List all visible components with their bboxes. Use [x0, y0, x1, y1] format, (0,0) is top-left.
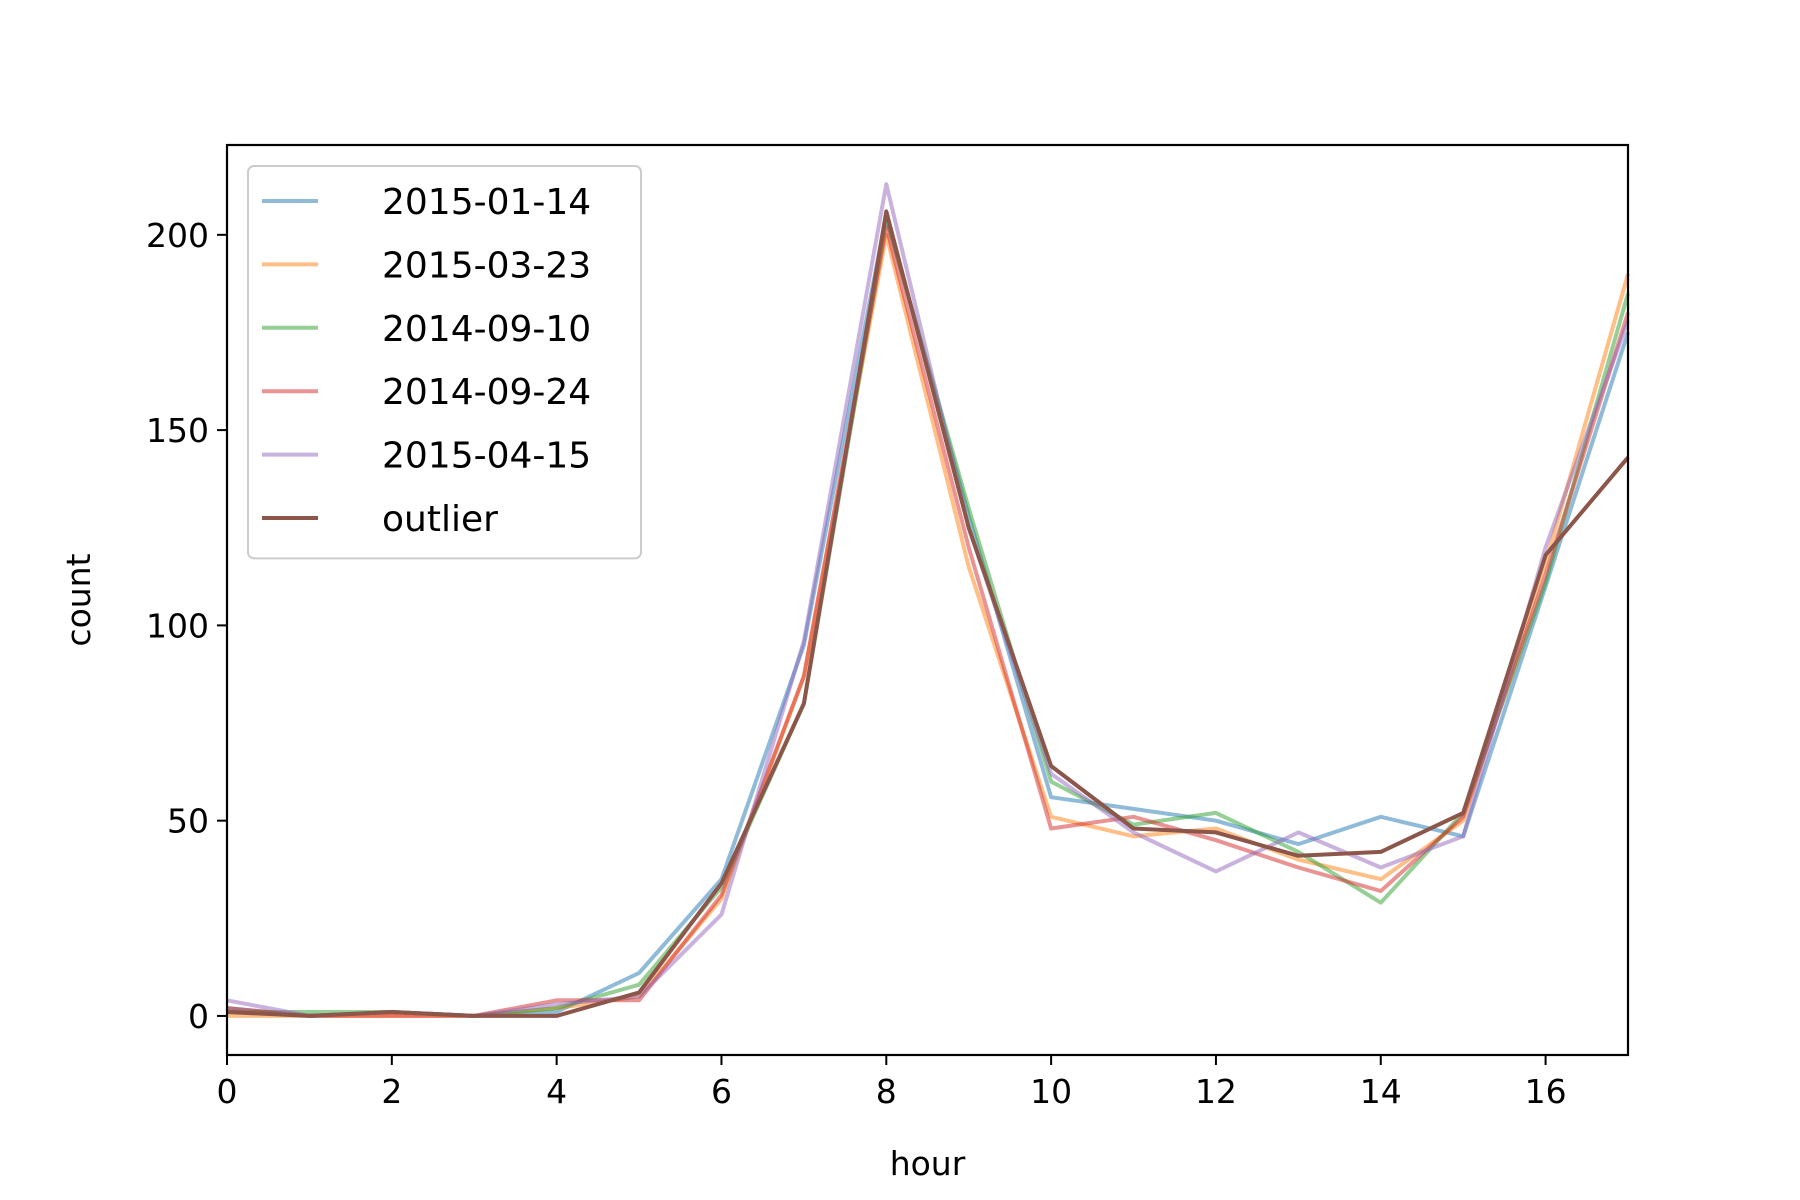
y-tick-label: 200: [146, 216, 209, 255]
x-tick-label: 2: [381, 1072, 402, 1111]
plot-frame: [225, 143, 1630, 1057]
x-tick-label: 8: [876, 1072, 897, 1111]
y-tick-label: 50: [167, 802, 209, 841]
legend-label: 2015-04-15: [382, 436, 591, 477]
x-tick-label: 12: [1195, 1072, 1237, 1111]
legend: 2015-01-14 2015-03-23 2014-09-10 2014-09-24…: [247, 165, 642, 560]
x-tick-label: 0: [217, 1072, 238, 1111]
x-tick-label: 4: [546, 1072, 567, 1111]
series-layer: [226, 182, 1630, 1018]
legend-box: [247, 165, 642, 560]
x-axis: 0 2 4 6 8 10 12 14 16: [217, 1055, 1567, 1111]
legend-label: 2014-09-10: [382, 309, 591, 350]
x-tick-label: 6: [711, 1072, 732, 1111]
y-tick-label: 0: [188, 997, 209, 1036]
y-axis: 0 50 100 150 200: [146, 216, 227, 1036]
x-axis-label: hour: [890, 1144, 966, 1183]
y-axis-label: count: [59, 553, 98, 646]
x-tick-label: 14: [1360, 1072, 1402, 1111]
y-tick-label: 150: [146, 411, 209, 450]
legend-label: 2015-03-23: [382, 245, 591, 286]
x-tick-label: 10: [1030, 1072, 1072, 1111]
series-line-5: [226, 209, 1630, 1018]
legend-label: outlier: [382, 499, 498, 540]
x-tick-label: 16: [1525, 1072, 1567, 1111]
y-tick-label: 100: [146, 606, 209, 645]
legend-label: 2014-09-24: [382, 372, 591, 413]
legend-label: 2015-01-14: [382, 182, 591, 223]
